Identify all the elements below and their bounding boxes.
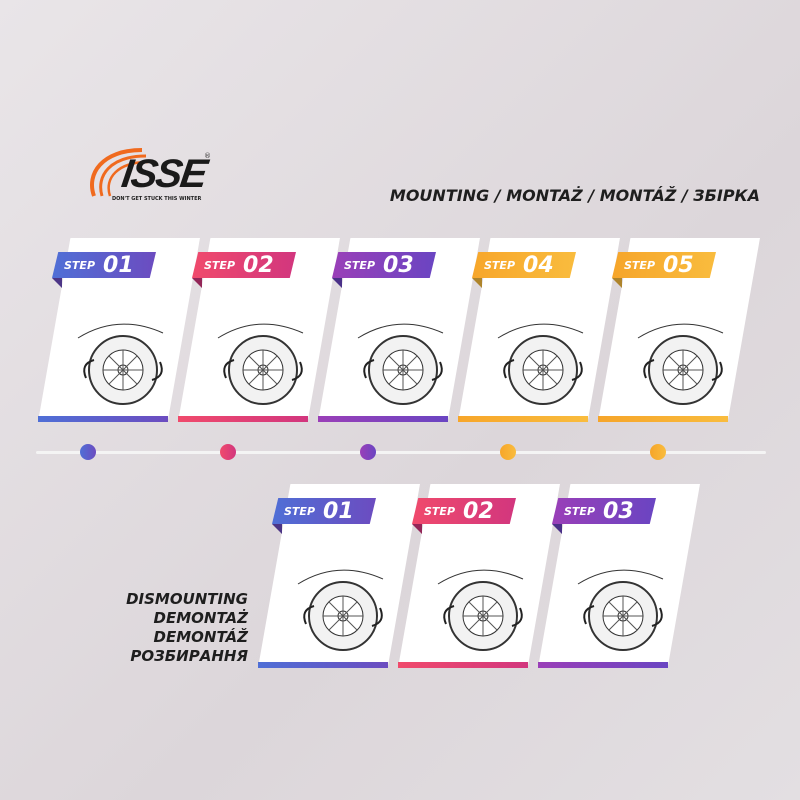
step-number: 02 [463,498,494,524]
step-label: STEP [564,504,596,518]
timeline-dot-3 [360,444,376,460]
wheel-illustration [357,323,444,405]
timeline-dot-2 [220,444,236,460]
wheel-illustration [217,323,304,405]
step-badge: STEP 04 [472,252,576,278]
wheel-illustration [77,323,164,405]
tire-swoosh-icon [90,148,149,197]
wheel-illustration [637,323,724,405]
wheel-illustration [437,569,524,651]
badge-fold [52,278,62,288]
isse-logo: ISSE ® DON'T GET STUCK THIS WINTER [82,144,212,208]
step-number: 05 [663,252,694,278]
step-badge: STEP 03 [552,498,656,524]
dismounting-step-card-1: STEP 01 [258,484,420,668]
step-badge: STEP 02 [192,252,296,278]
card-bar [38,416,168,422]
wheel-illustration [297,569,384,651]
mounting-step-card-1: STEP 01 [38,238,200,422]
step-number: 03 [383,252,414,278]
card-bar [458,416,588,422]
mounting-step-card-5: STEP 05 [598,238,760,422]
logo-registered: ® [204,152,211,160]
step-badge: STEP 03 [332,252,436,278]
timeline-dot-5 [650,444,666,460]
step-badge: STEP 02 [412,498,516,524]
step-label: STEP [484,258,516,272]
step-number: 02 [243,252,274,278]
card-bar [318,416,448,422]
dismounting-en: DISMOUNTING [126,590,248,608]
step-number: 01 [323,498,354,524]
step-label: STEP [624,258,656,272]
dismounting-cz: DEMONTÁŽ [153,628,248,646]
step-number: 04 [523,252,554,278]
timeline-dot-4 [500,444,516,460]
card-bar [398,662,528,668]
timeline-dot-1 [80,444,96,460]
step-label: STEP [344,258,376,272]
badge-fold [552,524,562,534]
step-label: STEP [204,258,236,272]
dismounting-pl: DEMONTAŻ [153,609,248,627]
dismounting-step-card-2: STEP 02 [398,484,560,668]
mounting-heading: MOUNTING / MONTAŻ / MONTÁŽ / ЗБІРКА [389,186,760,205]
dismounting-title: DISMOUNTING DEMONTAŻ DEMONTÁŽ РОЗБИРАННЯ [60,590,248,666]
dismounting-ua: РОЗБИРАННЯ [130,647,248,665]
card-bar [258,662,388,668]
card-bar [598,416,728,422]
step-label: STEP [64,258,96,272]
logo-tagline: DON'T GET STUCK THIS WINTER [112,196,202,202]
card-bar [538,662,668,668]
dismounting-step-card-3: STEP 03 [538,484,700,668]
mounting-step-card-3: STEP 03 [318,238,480,422]
wheel-illustration [497,323,584,405]
mounting-step-card-2: STEP 02 [178,238,340,422]
badge-fold [192,278,202,288]
badge-fold [412,524,422,534]
step-label: STEP [284,504,316,518]
logo-wordmark: ISSE [118,152,209,196]
step-badge: STEP 05 [612,252,716,278]
wheel-illustration [577,569,664,651]
step-number: 03 [603,498,634,524]
badge-fold [472,278,482,288]
badge-fold [332,278,342,288]
mounting-step-card-4: STEP 04 [458,238,620,422]
badge-fold [272,524,282,534]
timeline [36,451,766,454]
step-label: STEP [424,504,456,518]
step-badge: STEP 01 [272,498,376,524]
step-badge: STEP 01 [52,252,156,278]
step-number: 01 [103,252,134,278]
badge-fold [612,278,622,288]
card-bar [178,416,308,422]
